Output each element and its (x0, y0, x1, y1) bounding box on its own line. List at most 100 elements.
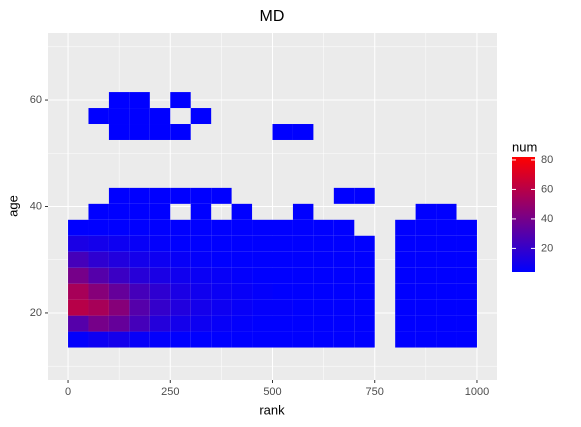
tile (415, 331, 437, 348)
tile (108, 124, 130, 140)
tile (108, 251, 130, 268)
tile (292, 283, 314, 300)
tile (354, 283, 375, 300)
tile (395, 299, 416, 316)
tile (231, 283, 253, 300)
tile (415, 203, 437, 220)
tile (231, 251, 253, 268)
tile (149, 124, 171, 140)
legend-title: num (512, 139, 537, 154)
tile (190, 299, 212, 316)
tile (149, 108, 171, 125)
colorbar-label: 60 (541, 183, 553, 195)
tile (68, 235, 89, 252)
tile (68, 267, 89, 284)
tile (129, 267, 150, 284)
tile (354, 187, 375, 204)
tile (170, 299, 191, 316)
tile (68, 283, 89, 300)
tile (88, 203, 109, 220)
tile (108, 108, 130, 125)
tile (456, 251, 477, 268)
tile (333, 235, 355, 252)
tile (333, 331, 355, 348)
tile (129, 108, 150, 125)
tile (272, 331, 293, 348)
tile (108, 219, 130, 236)
tile (456, 315, 477, 332)
tile (211, 299, 232, 316)
tile (456, 235, 477, 252)
tile (108, 331, 130, 348)
tile (231, 315, 253, 332)
tile (68, 331, 89, 348)
tile (333, 283, 355, 300)
tile (108, 235, 130, 252)
tile (108, 283, 130, 300)
tile (272, 299, 293, 316)
tile (456, 267, 477, 284)
colorbar-label: 20 (541, 242, 553, 254)
tile (272, 283, 293, 300)
tile (436, 267, 457, 284)
tile (292, 315, 314, 332)
tile (88, 331, 109, 348)
tile (333, 299, 355, 316)
tile (231, 235, 253, 252)
tile (252, 299, 273, 316)
tile (272, 315, 293, 332)
tile (436, 283, 457, 300)
tile (170, 331, 191, 348)
tile (211, 219, 232, 236)
tile (108, 187, 130, 204)
x-axis-title: rank (259, 402, 285, 417)
tile (456, 299, 477, 316)
tile (395, 283, 416, 300)
tile (129, 92, 150, 109)
tile (354, 315, 375, 332)
tile (354, 267, 375, 284)
tile (149, 267, 171, 284)
tile (252, 283, 273, 300)
tile (456, 283, 477, 300)
tile (313, 219, 334, 236)
tile (436, 299, 457, 316)
tile (415, 315, 437, 332)
tile (313, 235, 334, 252)
tile (211, 187, 232, 204)
tile (395, 235, 416, 252)
y-axis-title: age (5, 195, 20, 217)
colorbar-label: 40 (541, 213, 553, 225)
tile (415, 283, 437, 300)
tile (231, 267, 253, 284)
tile (313, 251, 334, 268)
tile (68, 219, 89, 236)
tile (436, 315, 457, 332)
tile (129, 187, 150, 204)
tile (395, 251, 416, 268)
tile (170, 219, 191, 236)
tile (149, 235, 171, 252)
tile (415, 299, 437, 316)
tile (415, 251, 437, 268)
tile (395, 331, 416, 348)
tile (354, 331, 375, 348)
tile (415, 219, 437, 236)
tile (333, 219, 355, 236)
tile (333, 267, 355, 284)
tile (170, 124, 191, 140)
tile (190, 108, 212, 125)
tile (88, 315, 109, 332)
tile (129, 315, 150, 332)
tile (190, 267, 212, 284)
tile (292, 331, 314, 348)
tile (211, 283, 232, 300)
y-tick-label: 40 (30, 200, 42, 212)
tile (231, 219, 253, 236)
tile (108, 299, 130, 316)
tile (190, 187, 212, 204)
chart-title: MD (260, 8, 285, 25)
tile (149, 219, 171, 236)
tile (252, 235, 273, 252)
colorbar-label: 80 (541, 154, 553, 166)
